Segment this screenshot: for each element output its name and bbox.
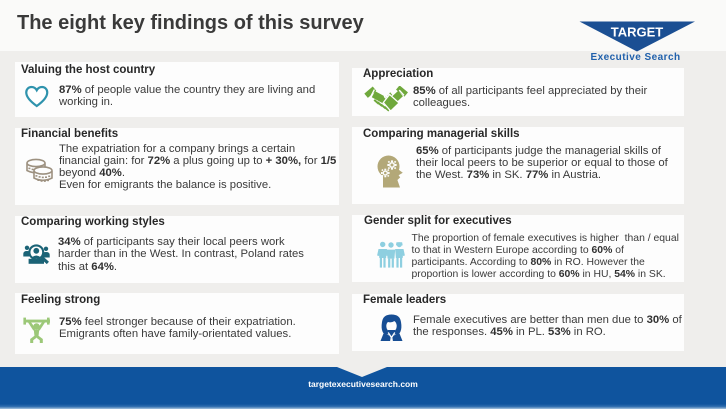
svg-text:TARGET: TARGET	[611, 25, 664, 40]
svg-text:Executive Search: Executive Search	[590, 52, 680, 63]
